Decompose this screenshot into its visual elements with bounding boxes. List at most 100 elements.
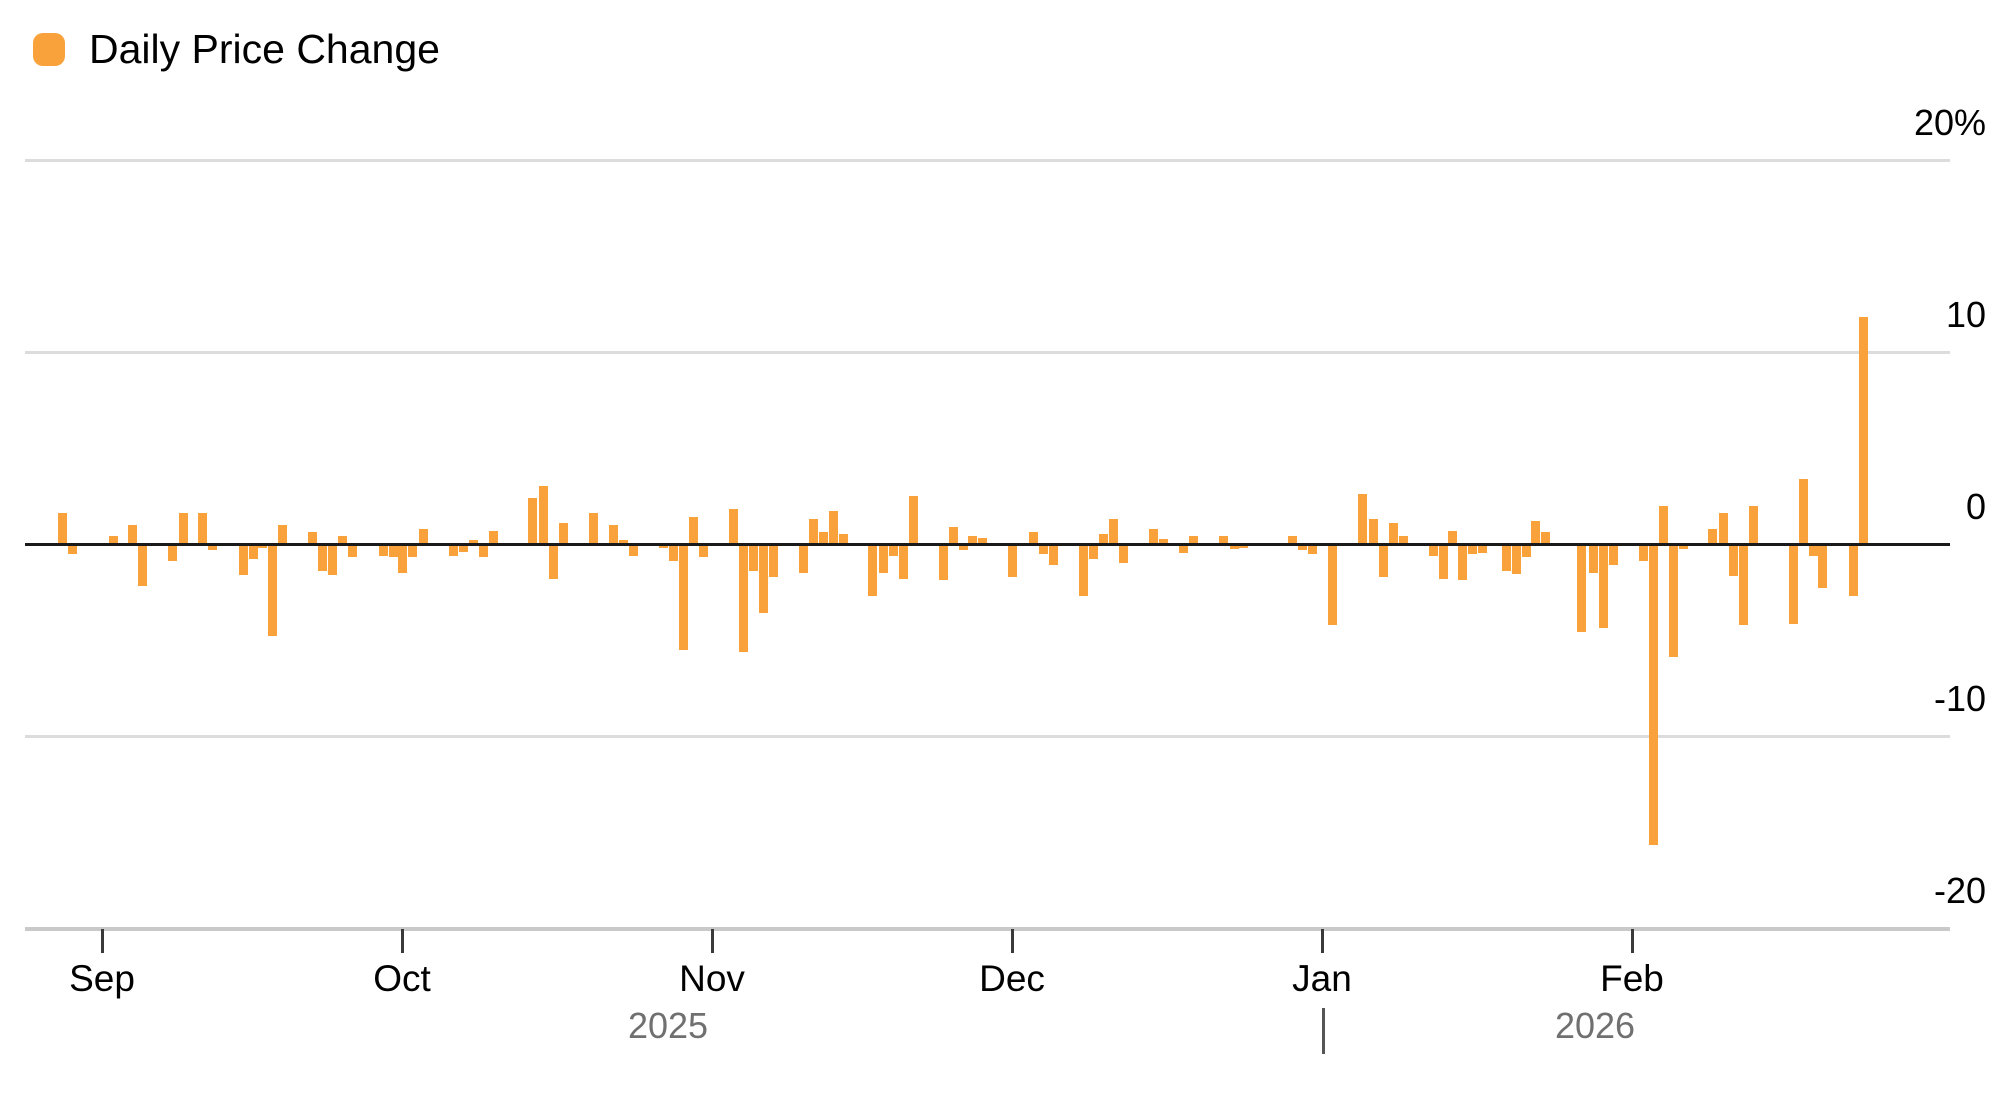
daily-change-bar [68, 544, 77, 554]
daily-change-bar [939, 544, 948, 581]
daily-change-bar [949, 526, 958, 544]
daily-change-bar [419, 528, 428, 544]
daily-change-bar [889, 544, 898, 556]
daily-change-bar [1379, 544, 1388, 577]
daily-change-bar [239, 544, 248, 575]
daily-change-bar [759, 544, 768, 614]
daily-change-bar [479, 544, 488, 558]
year-divider [1322, 1008, 1325, 1054]
month-tick [401, 929, 404, 953]
daily-change-bar [408, 544, 417, 558]
daily-change-bar [749, 544, 758, 571]
daily-change-bar [1219, 536, 1228, 544]
daily-change-bar [1789, 544, 1798, 624]
daily-change-bar [1609, 544, 1618, 566]
y-axis-label: 10 [1945, 294, 1986, 335]
zero-axis-line [25, 543, 1950, 546]
daily-change-bar [1599, 544, 1608, 629]
daily-change-bar [899, 544, 908, 579]
daily-change-bar [1448, 530, 1457, 544]
daily-change-bar [609, 524, 618, 544]
daily-change-bar [1849, 544, 1858, 596]
y-gridline [25, 159, 1950, 162]
daily-change-bar [809, 519, 818, 544]
daily-change-bar [1369, 519, 1378, 544]
month-tick [1011, 929, 1014, 953]
x-axis-line [25, 927, 1950, 931]
daily-change-bar [1679, 544, 1688, 549]
daily-change-bar [1230, 544, 1239, 549]
daily-change-bar [168, 544, 177, 562]
daily-change-bar [398, 544, 407, 573]
daily-change-bar [699, 544, 708, 558]
daily-change-bar [1159, 539, 1168, 544]
daily-change-bar [739, 544, 748, 652]
daily-change-bar [1818, 544, 1827, 589]
daily-change-bar [1288, 536, 1297, 544]
daily-change-bar [1458, 544, 1467, 581]
legend-label: Daily Price Change [89, 26, 440, 72]
legend-swatch-icon [33, 33, 65, 66]
daily-change-bar [318, 544, 327, 571]
daily-change-bar [449, 544, 458, 556]
daily-change-bar [138, 544, 147, 587]
month-label: Sep [69, 958, 135, 999]
daily-change-bar [539, 486, 548, 544]
daily-change-bar [1502, 544, 1511, 571]
year-label: 2025 [627, 1005, 709, 1046]
y-axis-label: 20% [1913, 102, 1986, 143]
daily-change-bar [629, 544, 638, 556]
month-tick [101, 929, 104, 953]
daily-change-bar [1531, 520, 1540, 544]
y-axis-label: 0 [1965, 486, 1986, 527]
daily-change-bar [769, 544, 778, 577]
month-label: Dec [979, 958, 1045, 999]
daily-change-bar [1179, 544, 1188, 553]
daily-change-bar [338, 536, 347, 544]
daily-change-bar [469, 540, 478, 544]
daily-change-bar [1308, 544, 1317, 554]
daily-change-bar [1512, 544, 1521, 574]
daily-change-bar [308, 532, 317, 544]
daily-change-bar [1809, 544, 1818, 556]
daily-change-bar [978, 538, 987, 544]
daily-change-bar [1541, 532, 1550, 544]
daily-change-bar [1577, 544, 1586, 633]
daily-change-bar [689, 517, 698, 544]
daily-change-bar [179, 513, 188, 544]
daily-change-bar [1399, 536, 1408, 544]
daily-change-bar [198, 513, 207, 544]
daily-change-bar [278, 524, 287, 544]
month-label: Nov [679, 958, 745, 999]
daily-change-bar [669, 544, 678, 562]
daily-change-bar [619, 540, 628, 544]
daily-change-bar [1079, 544, 1088, 596]
month-tick [1321, 929, 1324, 953]
daily-change-bar [249, 544, 258, 560]
daily-change-bar [528, 497, 537, 544]
daily-change-bar [839, 534, 848, 544]
daily-change-bar [1298, 544, 1307, 550]
daily-change-bar [868, 544, 877, 596]
daily-change-bar [959, 544, 968, 550]
daily-change-bar [1189, 536, 1198, 544]
chart-legend: Daily Price Change [33, 26, 440, 73]
daily-change-bar [1859, 317, 1868, 544]
month-tick [1631, 929, 1634, 953]
daily-change-bar [1429, 544, 1438, 557]
daily-change-bar [1649, 544, 1658, 846]
daily-change-bar [679, 544, 688, 650]
daily-change-bar [1639, 544, 1648, 562]
daily-change-bar [1119, 544, 1128, 564]
daily-change-bar [799, 544, 808, 573]
year-label: 2026 [1554, 1005, 1636, 1046]
daily-change-bar [389, 544, 398, 558]
daily-change-bar [819, 532, 828, 544]
daily-change-bar [1478, 544, 1487, 553]
daily-change-bar [1739, 544, 1748, 625]
month-label: Jan [1292, 958, 1352, 999]
daily-change-bar [589, 513, 598, 544]
daily-change-bar [1389, 522, 1398, 544]
daily-change-bar [909, 496, 918, 544]
